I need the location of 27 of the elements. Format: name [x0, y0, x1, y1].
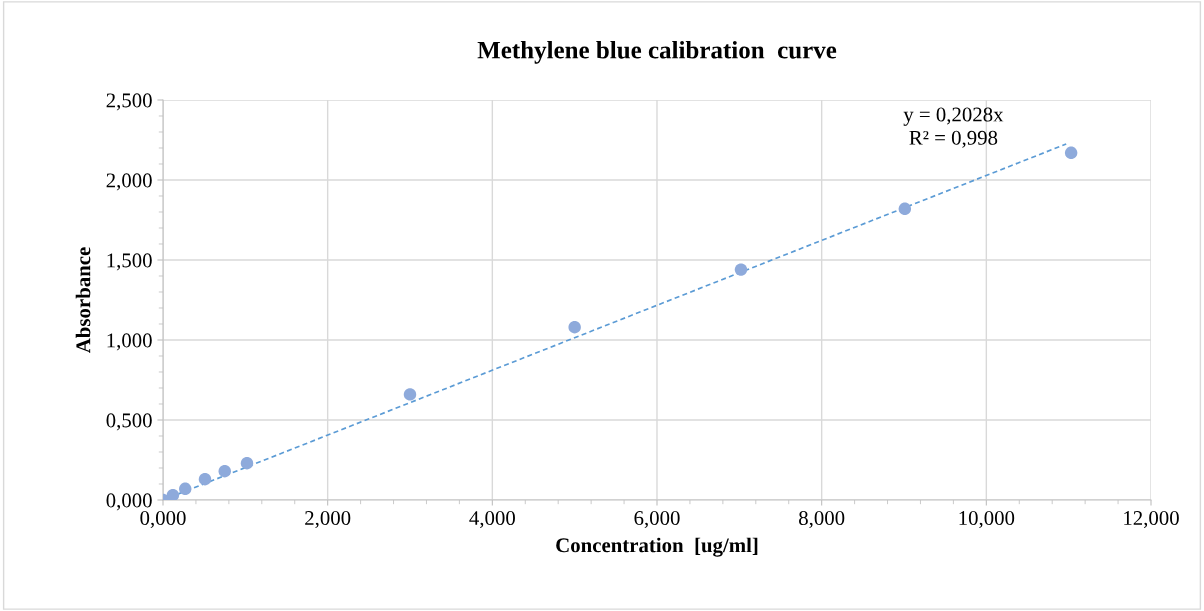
x-tick-label: 12,000	[1124, 511, 1179, 529]
y-tick-label: 2,000	[106, 173, 152, 191]
x-tick-label: 10,000	[959, 511, 1015, 529]
y-tick-label: 2,500	[106, 93, 152, 111]
point	[403, 388, 417, 401]
y-tick-label: 0,000	[106, 493, 152, 511]
point	[198, 472, 212, 486]
annotation: y = 0,2028x R² = 0,998	[903, 107, 1004, 148]
x-axis-title: Concentration [ug/ml]	[556, 537, 758, 557]
x-tick-label: 0,000	[140, 511, 186, 529]
point	[179, 482, 192, 496]
x-tick-label: 4,000	[469, 511, 515, 529]
point	[898, 202, 912, 216]
point	[166, 488, 180, 500]
point	[568, 320, 581, 334]
x-tick-label: 8,000	[799, 511, 845, 529]
y-axis-title: Absorbance	[75, 247, 91, 354]
point	[734, 263, 748, 276]
x-tick-label: 2,000	[305, 511, 351, 529]
chart-title: Methylene blue calibration curve	[477, 40, 837, 64]
point	[240, 456, 254, 470]
y-tick-label: 1,500	[107, 253, 152, 271]
point	[1064, 146, 1078, 160]
point	[218, 464, 231, 478]
x-tick-label: 6,000	[634, 511, 680, 529]
y-tick-label: 0,500	[106, 413, 152, 431]
y-tick-label: 1,000	[107, 333, 152, 351]
